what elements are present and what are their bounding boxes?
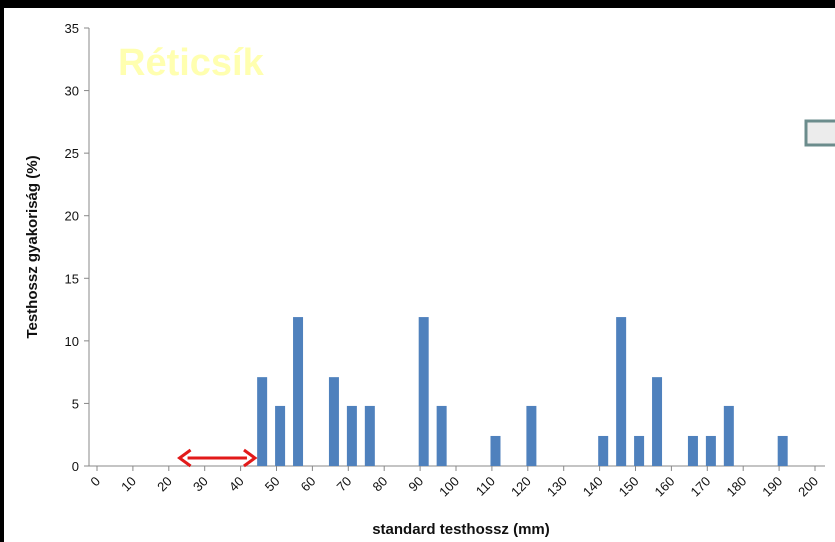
y-tick-label: 10: [65, 334, 79, 349]
y-tick-label: 15: [65, 271, 79, 286]
y-axis: 0 5 10 15 20 25 30 35: [65, 21, 90, 474]
bar: [634, 435, 645, 466]
bar: [687, 435, 698, 466]
y-axis-title: Testhossz gyakoriság (%): [24, 155, 41, 338]
bar: [652, 377, 663, 466]
y-tick-label: 20: [65, 209, 79, 224]
legend-box: [804, 119, 835, 147]
x-tick-label: 80: [369, 474, 390, 495]
x-tick-label: 50: [262, 474, 283, 495]
bar: [777, 435, 788, 466]
x-tick-label: 60: [298, 474, 319, 495]
x-tick-label: 120: [508, 474, 534, 500]
bar: [293, 317, 304, 466]
x-tick-label: 0: [87, 474, 103, 490]
x-tick-label: 20: [154, 474, 175, 495]
bar: [616, 317, 627, 466]
x-tick-label: 100: [436, 474, 462, 500]
y-tick-label: 0: [72, 459, 79, 474]
bar: [526, 405, 537, 466]
range-arrow: [177, 448, 258, 468]
bars: [257, 317, 788, 466]
x-tick-label: 180: [723, 474, 749, 500]
x-tick-label: 150: [616, 474, 642, 500]
y-tick-label: 30: [65, 84, 79, 99]
bar: [275, 405, 286, 466]
bar: [418, 317, 429, 466]
y-tick-label: 35: [65, 21, 79, 36]
x-tick-label: 10: [118, 474, 139, 495]
bar: [705, 435, 716, 466]
bar: [598, 435, 609, 466]
y-tick-label: 5: [72, 396, 79, 411]
bar: [436, 405, 447, 466]
bar: [257, 377, 268, 466]
x-tick-label: 90: [405, 474, 426, 495]
x-tick-label: 130: [544, 474, 570, 500]
arrow-head-right: [243, 448, 258, 468]
bar: [346, 405, 357, 466]
bar: [328, 377, 339, 466]
x-tick-label: 200: [795, 474, 821, 500]
x-tick-label: 30: [190, 474, 211, 495]
bar: [364, 405, 375, 466]
x-tick-label: 160: [652, 474, 678, 500]
x-tick-label: 40: [226, 474, 247, 495]
x-axis: 0 10 20 30 40 50 60 70 80 90 100 110 120 130 140 150 160…: [87, 465, 825, 500]
x-tick-label: 190: [759, 474, 785, 500]
x-tick-label: 170: [687, 474, 713, 500]
bar: [723, 405, 734, 466]
arrow-head-left: [177, 448, 192, 468]
bar: [490, 435, 501, 466]
x-tick-label: 110: [473, 474, 498, 499]
y-tick-label: 25: [65, 146, 79, 161]
chart-title: Réticsík: [118, 42, 265, 84]
x-tick-label: 70: [334, 474, 355, 495]
x-axis-title: standard testhossz (mm): [372, 521, 550, 538]
x-tick-label: 140: [580, 474, 606, 500]
